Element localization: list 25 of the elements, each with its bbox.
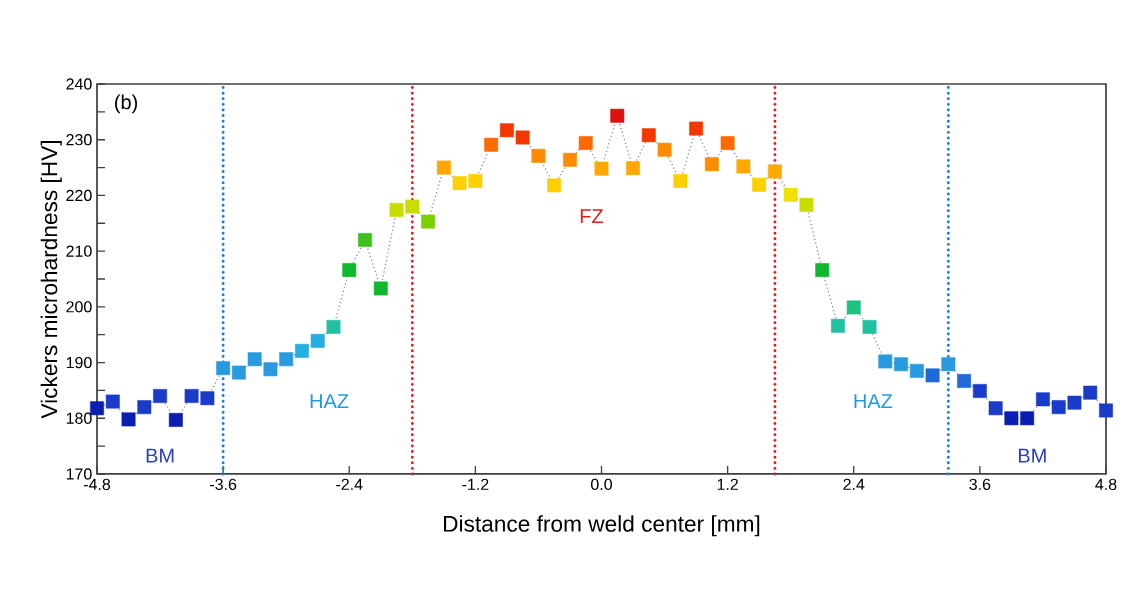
x-tick-label: 1.2	[717, 478, 738, 490]
x-tick-label: -4.8	[83, 478, 111, 491]
y-tick-label: 180	[66, 412, 92, 424]
x-tick-label: 0.0	[591, 478, 612, 491]
annotation: BM	[146, 448, 174, 463]
y-tick-label: 230	[66, 134, 92, 146]
y-tick-label: 210	[66, 245, 92, 257]
annotation: FZ	[580, 209, 603, 224]
annotation: HAZ	[854, 394, 893, 408]
annotation: BM	[1018, 448, 1046, 463]
x-tick-label: -2.4	[336, 478, 363, 490]
x-axis-title: Distance from weld center [mm]	[444, 515, 760, 537]
x-tick-label: -1.2	[462, 478, 489, 490]
x-tick-label: 2.4	[843, 478, 865, 490]
x-tick-label: -3.6	[210, 478, 237, 491]
y-tick-label: 240	[66, 78, 92, 90]
y-tick-label: 220	[66, 189, 92, 202]
annotation: (b)	[115, 94, 138, 114]
x-tick-label: 3.6	[969, 478, 991, 491]
annotation: HAZ	[310, 394, 349, 408]
y-tick-label: 200	[66, 301, 92, 313]
y-tick-label: 190	[66, 356, 92, 369]
x-tick-label: 4.8	[1095, 478, 1117, 491]
y-tick-label: 170	[66, 468, 92, 480]
y-axis-title: Vickers microhardness [HV]	[40, 141, 62, 419]
